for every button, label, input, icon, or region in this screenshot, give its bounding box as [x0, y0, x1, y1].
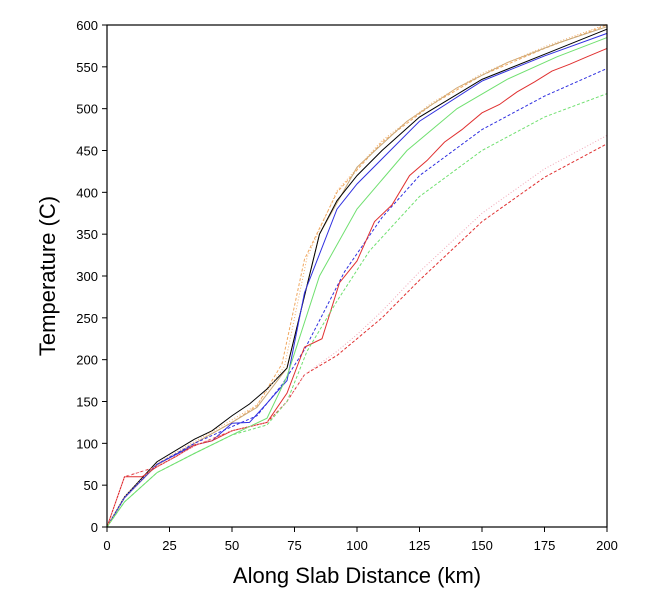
y-tick-label: 200: [76, 353, 98, 368]
x-tick-label: 150: [471, 538, 493, 553]
y-tick-label: 50: [84, 478, 98, 493]
y-tick-label: 150: [76, 395, 98, 410]
y-tick-label: 250: [76, 311, 98, 326]
series-line-7: [106, 143, 608, 528]
series-line-4: [106, 68, 608, 528]
x-tick-label: 175: [534, 538, 556, 553]
y-tick-label: 550: [76, 60, 98, 75]
series-line-6: [106, 47, 608, 528]
y-tick-label: 600: [76, 18, 98, 33]
y-tick-label: 400: [76, 185, 98, 200]
y-tick-label: 300: [76, 269, 98, 284]
series-line-3: [106, 28, 608, 528]
series-line-5: [106, 32, 608, 528]
x-tick-label: 125: [409, 538, 431, 553]
series-line-8: [106, 37, 608, 528]
y-tick-label: 0: [91, 520, 98, 535]
x-axis-title: Along Slab Distance (km): [233, 563, 481, 588]
x-tick-label: 50: [225, 538, 239, 553]
x-tick-label: 75: [287, 538, 301, 553]
y-tick-label: 100: [76, 436, 98, 451]
series-line-9: [106, 93, 608, 528]
x-tick-label: 100: [346, 538, 368, 553]
x-tick-label: 200: [596, 538, 618, 553]
series-line-11: [106, 23, 608, 528]
y-axis: 0 50 100 150 200 250 300 350 400 450 500 550 600: [76, 18, 107, 535]
x-tick-label: 0: [103, 538, 110, 553]
x-tick-label: 25: [162, 538, 176, 553]
y-tick-label: 350: [76, 227, 98, 242]
y-tick-label: 500: [76, 102, 98, 117]
series-line-10: [106, 134, 608, 528]
series-layer: [106, 23, 608, 528]
y-tick-label: 450: [76, 144, 98, 159]
x-axis: 0 25 50 75 100 125 150 175 200: [103, 527, 618, 553]
y-axis-title: Temperature (C): [35, 196, 60, 356]
